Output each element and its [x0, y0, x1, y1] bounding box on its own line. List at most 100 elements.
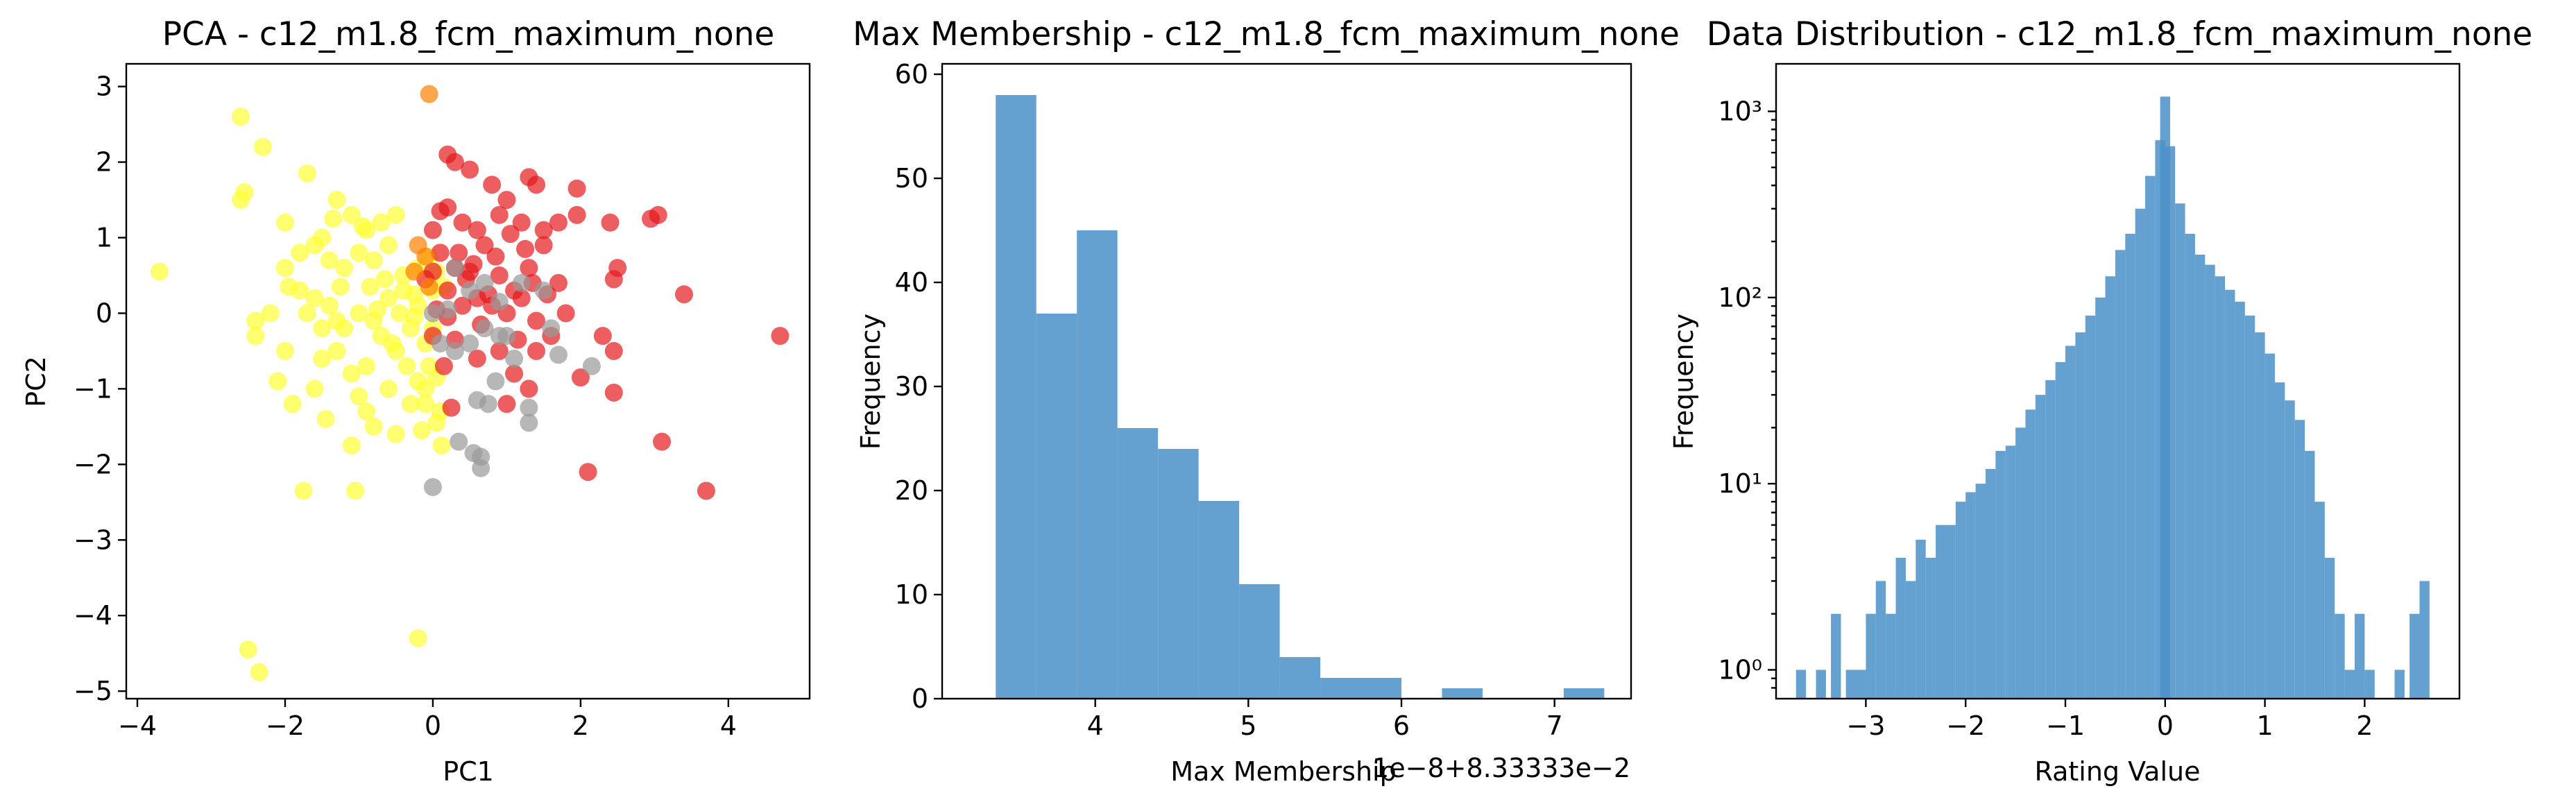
histogram-bar — [1816, 670, 1826, 699]
scatter-point — [549, 273, 568, 292]
scatter-point — [250, 663, 268, 681]
scatter-point — [604, 270, 623, 289]
scatter-point — [305, 380, 324, 398]
histogram-bar — [1320, 678, 1361, 699]
scatter-point — [497, 327, 516, 346]
histogram-bar — [1077, 230, 1118, 699]
scatter-point — [434, 357, 453, 375]
scatter-point — [305, 236, 324, 255]
scatter-point — [342, 205, 361, 224]
histogram-bar — [1279, 657, 1321, 699]
scatter-point — [505, 364, 524, 383]
scatter-point — [398, 357, 416, 375]
scatter-point — [294, 482, 313, 500]
scatter-point — [423, 221, 442, 239]
scatter-point — [261, 304, 280, 323]
scatter-point — [497, 191, 516, 210]
scatter-point — [445, 341, 464, 360]
scatter-point — [445, 153, 464, 171]
histogram-bar — [1198, 501, 1240, 699]
scatter-point — [320, 296, 339, 315]
scatter-point — [527, 341, 545, 360]
scatter-point — [372, 213, 391, 232]
x-tick-label: 7 — [1546, 710, 1563, 741]
scatter-point — [405, 307, 424, 326]
histogram-bar — [1975, 484, 1986, 699]
scatter-point — [342, 364, 361, 383]
scatter-point — [520, 414, 538, 432]
scatter-point — [353, 217, 372, 236]
x-tick-label: 4 — [720, 710, 737, 741]
scatter-point — [516, 239, 535, 258]
histogram-bar — [2035, 395, 2046, 699]
pca-title: PCA - c12_m1.8_fcm_maximum_none — [162, 15, 775, 53]
scatter-point — [505, 349, 524, 368]
histogram-bar — [2185, 233, 2195, 699]
scatter-point — [350, 304, 368, 323]
scatter-point — [275, 341, 294, 360]
histogram-bar — [2274, 382, 2285, 699]
histogram-bar — [2105, 276, 2115, 699]
membership-plot-frame — [941, 62, 1632, 700]
scatter-point — [568, 179, 586, 198]
scatter-point — [486, 372, 505, 391]
histogram-bar — [1886, 613, 1896, 699]
scatter-point — [497, 395, 516, 414]
scatter-point — [331, 278, 350, 296]
scatter-point — [298, 304, 316, 323]
membership-histogram-panel: Max Membership - c12_m1.8_fcm_maximum_no… — [853, 15, 1680, 787]
membership-bars — [996, 95, 1605, 699]
pca-plot-frame — [125, 62, 811, 700]
histogram-bar — [2409, 613, 2420, 699]
scatter-point — [364, 417, 383, 436]
x-tick-label: −1 — [2046, 710, 2085, 741]
histogram-bar — [1895, 557, 1906, 699]
histogram-bar — [2085, 315, 2096, 699]
histogram-bar — [2065, 346, 2076, 699]
y-tick-label: −2 — [74, 449, 112, 479]
scatter-point — [316, 409, 335, 428]
scatter-point — [534, 281, 553, 300]
scatter-point — [490, 205, 509, 224]
histogram-bar — [2324, 557, 2335, 699]
scatter-point — [283, 395, 302, 414]
histogram-bar — [1831, 613, 1841, 699]
scatter-point — [246, 327, 265, 346]
x-tick-label: 1 — [2257, 710, 2274, 741]
histogram-bar — [2244, 315, 2255, 699]
histogram-bar — [2285, 400, 2295, 699]
scatter-point — [579, 463, 597, 482]
scatter-point — [601, 213, 620, 232]
y-tick-label: 3 — [96, 71, 112, 102]
histogram-bar — [2225, 289, 2235, 699]
y-tick-label: 10³ — [1718, 96, 1762, 126]
scatter-point — [405, 285, 424, 304]
scatter-point — [420, 85, 438, 103]
scatter-point — [246, 312, 265, 330]
y-tick-label: 2 — [96, 147, 112, 178]
scatter-point — [512, 289, 531, 307]
scatter-point — [280, 278, 298, 296]
histogram-bar — [2364, 670, 2375, 699]
histogram-bar — [2294, 420, 2305, 699]
scatter-point — [291, 244, 309, 262]
scatter-point — [461, 160, 479, 179]
x-tick-label: 0 — [2157, 710, 2174, 741]
histogram-bar — [2394, 670, 2405, 699]
scatter-point — [431, 244, 450, 262]
histogram-bar — [2264, 353, 2275, 699]
x-tick-label: −4 — [118, 710, 157, 741]
x-tick-label: −3 — [1846, 710, 1885, 741]
scatter-point — [235, 183, 254, 202]
scatter-point — [475, 236, 494, 255]
histogram-bar — [2045, 380, 2056, 699]
distribution-y-label: Frequency — [1669, 314, 1699, 450]
scatter-point — [534, 236, 553, 255]
membership-title: Max Membership - c12_m1.8_fcm_maximum_no… — [853, 15, 1680, 53]
scatter-point — [401, 395, 420, 414]
scatter-point — [475, 273, 494, 292]
scatter-point — [327, 191, 346, 210]
scatter-point — [386, 205, 405, 224]
histogram-bar — [1795, 670, 1807, 699]
